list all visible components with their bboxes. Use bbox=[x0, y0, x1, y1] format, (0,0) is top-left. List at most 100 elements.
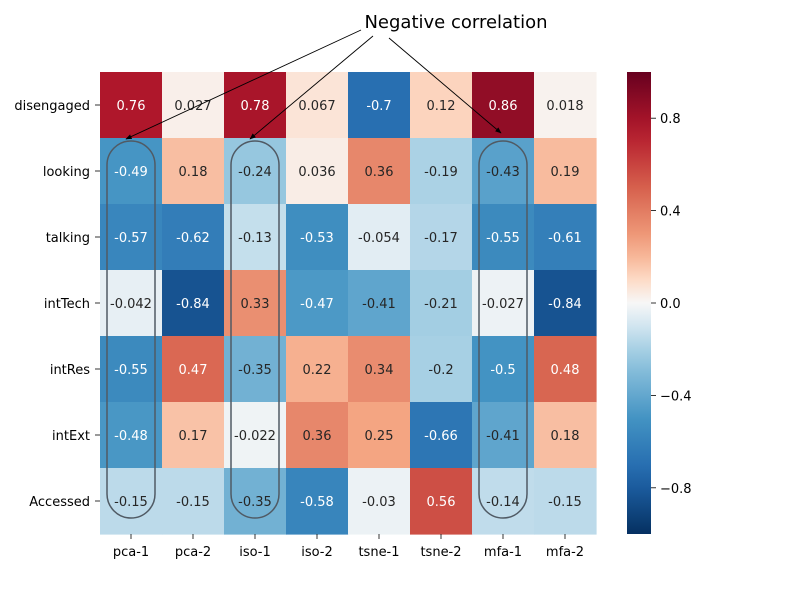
cell-value-label: -0.022 bbox=[234, 429, 276, 444]
heatmap-cell bbox=[410, 138, 473, 205]
colorbar-tick-label: 0.0 bbox=[660, 297, 681, 312]
heatmap-cell bbox=[162, 468, 225, 535]
heatmap-cell bbox=[348, 204, 411, 271]
heatmap-cell bbox=[286, 204, 349, 271]
heatmap-cell bbox=[534, 402, 597, 469]
heatmap-cell bbox=[286, 336, 349, 403]
cell-value-label: 0.027 bbox=[174, 99, 211, 114]
cell-value-label: -0.15 bbox=[176, 495, 210, 510]
colorbar: 0.8 0.4 0.0 −0.4 −0.8 bbox=[627, 72, 692, 534]
cell-value-label: -0.7 bbox=[366, 99, 391, 114]
heatmap-cell bbox=[100, 270, 163, 337]
annotation-arrow bbox=[249, 35, 374, 140]
cell-value-label: -0.14 bbox=[486, 495, 520, 510]
y-tick-label: disengaged bbox=[14, 99, 90, 114]
cell-value-label: -0.48 bbox=[114, 429, 148, 444]
cell-value-label: -0.47 bbox=[300, 297, 334, 312]
cell-value-label: -0.84 bbox=[548, 297, 582, 312]
heatmap-cell bbox=[410, 270, 473, 337]
heatmap-cell bbox=[534, 138, 597, 205]
y-tick-label: intExt bbox=[52, 429, 90, 444]
heatmap-cell bbox=[348, 72, 411, 139]
x-axis-ticks: pca-1 pca-2 iso-1 iso-2 tsne-1 tsne-2 mfa-1 mfa… bbox=[113, 534, 584, 560]
heatmap-cell bbox=[472, 204, 535, 271]
annotation-arrow bbox=[388, 37, 502, 134]
cell-value-label: -0.66 bbox=[424, 429, 458, 444]
heatmap-cell bbox=[224, 204, 287, 271]
x-tick-label: tsne-1 bbox=[358, 545, 399, 560]
annotation-text: Negative correlation bbox=[364, 12, 547, 33]
cell-value-label: 0.036 bbox=[298, 165, 335, 180]
x-tick-label: pca-2 bbox=[175, 545, 211, 560]
heatmap-cell bbox=[534, 336, 597, 403]
colorbar-tick-label: 0.4 bbox=[660, 205, 681, 220]
cell-value-label: -0.57 bbox=[114, 231, 148, 246]
cell-value-label: -0.41 bbox=[362, 297, 396, 312]
cell-value-label: 0.34 bbox=[365, 363, 394, 378]
heatmap-cell bbox=[162, 204, 225, 271]
cell-value-label: -0.15 bbox=[114, 495, 148, 510]
colorbar-tick-label: 0.8 bbox=[660, 112, 681, 127]
cell-value-label: 0.12 bbox=[427, 99, 456, 114]
x-tick-label: tsne-2 bbox=[420, 545, 461, 560]
cell-value-label: 0.56 bbox=[427, 495, 456, 510]
cell-value-label: -0.53 bbox=[300, 231, 334, 246]
cell-value-label: -0.13 bbox=[238, 231, 272, 246]
cell-value-label: 0.48 bbox=[551, 363, 580, 378]
cell-value-label: 0.19 bbox=[551, 165, 580, 180]
cell-value-label: -0.24 bbox=[238, 165, 272, 180]
heatmap-cell bbox=[162, 270, 225, 337]
heatmap-cell bbox=[224, 138, 287, 205]
y-tick-label: Accessed bbox=[29, 495, 90, 510]
heatmap-cell bbox=[472, 270, 535, 337]
cell-value-label: -0.43 bbox=[486, 165, 520, 180]
cell-value-label: 0.22 bbox=[303, 363, 332, 378]
heatmap-cell bbox=[100, 204, 163, 271]
heatmap-cell bbox=[224, 336, 287, 403]
cell-values: 0.76 0.027 0.78 0.067 -0.7 0.12 0.86 0.018 -0.49… bbox=[110, 99, 584, 510]
heatmap-cell bbox=[410, 204, 473, 271]
y-tick-label: intRes bbox=[50, 363, 90, 378]
heatmap-cells bbox=[100, 72, 597, 535]
heatmap-cell bbox=[162, 336, 225, 403]
cell-value-label: -0.61 bbox=[548, 231, 582, 246]
heatmap-cell bbox=[162, 402, 225, 469]
y-axis-ticks: disengaged looking talking intTech intRes int… bbox=[14, 99, 100, 510]
heatmap-cell bbox=[286, 138, 349, 205]
heatmap-cell bbox=[224, 270, 287, 337]
cell-value-label: 0.17 bbox=[179, 429, 208, 444]
cell-value-label: -0.58 bbox=[300, 495, 334, 510]
y-tick-label: looking bbox=[43, 165, 90, 180]
heatmap-cell bbox=[534, 72, 597, 139]
heatmap-cell bbox=[286, 402, 349, 469]
heatmap-cell bbox=[348, 402, 411, 469]
cell-value-label: 0.76 bbox=[117, 99, 146, 114]
cell-value-label: -0.17 bbox=[424, 231, 458, 246]
cell-value-label: -0.41 bbox=[486, 429, 520, 444]
heatmap-cell bbox=[224, 402, 287, 469]
cell-value-label: 0.25 bbox=[365, 429, 394, 444]
heatmap-cell bbox=[286, 468, 349, 535]
x-tick-label: iso-1 bbox=[239, 545, 271, 560]
cell-value-label: -0.5 bbox=[490, 363, 515, 378]
heatmap-cell bbox=[534, 204, 597, 271]
colorbar-gradient bbox=[627, 72, 651, 534]
cell-value-label: -0.35 bbox=[238, 495, 272, 510]
heatmap-cell bbox=[348, 468, 411, 535]
heatmap-cell bbox=[100, 72, 163, 139]
heatmap-cell bbox=[100, 402, 163, 469]
cell-value-label: 0.36 bbox=[303, 429, 332, 444]
cell-value-label: -0.027 bbox=[482, 297, 524, 312]
cell-value-label: -0.2 bbox=[428, 363, 453, 378]
cell-value-label: -0.054 bbox=[358, 231, 400, 246]
cell-value-label: -0.49 bbox=[114, 165, 148, 180]
heatmap-cell bbox=[100, 138, 163, 205]
cell-value-label: 0.18 bbox=[179, 165, 208, 180]
cell-value-label: -0.35 bbox=[238, 363, 272, 378]
cell-value-label: 0.36 bbox=[365, 165, 394, 180]
column-highlights bbox=[106, 140, 528, 519]
y-tick-label: intTech bbox=[44, 297, 90, 312]
colorbar-tick-label: −0.8 bbox=[660, 482, 692, 497]
cell-value-label: -0.84 bbox=[176, 297, 210, 312]
